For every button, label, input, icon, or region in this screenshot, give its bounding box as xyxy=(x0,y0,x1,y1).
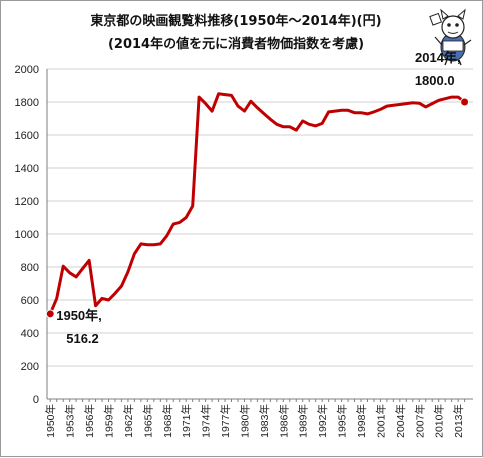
x-tick-label: 1956年 xyxy=(83,404,96,438)
callout-value-label: 516.2 xyxy=(66,331,99,346)
x-tick-label: 1959年 xyxy=(103,404,116,438)
series-layer xyxy=(48,92,467,316)
x-axis: 1950年 1953年 1956年 1959年 1962年 1965年 1968年 1971年… xyxy=(44,398,473,438)
chart-title: 東京都の映画観覧料推移(1950年～2014年)(円) xyxy=(90,13,381,29)
x-tick-label: 1992年 xyxy=(316,404,329,438)
x-tick-label: 1950年 xyxy=(44,404,57,438)
y-tick-label: 1000 xyxy=(15,229,39,241)
x-tick-label: 2001年 xyxy=(374,404,387,438)
x-tick-label: 2007年 xyxy=(413,404,426,438)
x-tick-label: 1980年 xyxy=(238,404,251,438)
y-tick-label: 1200 xyxy=(15,196,39,208)
y-tick-label: 600 xyxy=(21,295,39,307)
callout-year-label: 1950年, xyxy=(56,308,102,323)
endpoint-marker xyxy=(45,309,55,319)
x-tick-label: 1983年 xyxy=(258,404,271,438)
chart-subtitle: (2014年の値を元に消費者物価指数を考慮) xyxy=(108,36,364,52)
endpoint-marker xyxy=(460,97,470,107)
callout-year-label: 2014年, xyxy=(415,50,461,65)
x-tick-label: 2010年 xyxy=(433,404,446,438)
x-tick-label: 1995年 xyxy=(336,404,349,438)
x-tick-label: 1953年 xyxy=(64,404,77,438)
x-tick-label: 1977年 xyxy=(219,404,232,438)
y-axis: 0 200 400 600 800 1000 1200 1400 1600 1800 2000 xyxy=(15,64,48,406)
y-tick-label: 1600 xyxy=(15,130,39,142)
x-tick-label: 1965年 xyxy=(141,404,154,438)
callout-value-label: 1800.0 xyxy=(415,73,455,88)
y-tick-label: 200 xyxy=(21,361,39,373)
x-tick-label: 2004年 xyxy=(394,404,407,438)
y-tick-label: 1400 xyxy=(15,163,39,175)
y-tick-label: 0 xyxy=(33,394,39,406)
y-tick-label: 400 xyxy=(21,328,39,340)
x-tick-label: 2013年 xyxy=(452,404,465,438)
y-tick-label: 2000 xyxy=(15,64,39,76)
x-tick-label: 1968年 xyxy=(161,404,174,438)
gridlines xyxy=(47,68,473,367)
x-tick-label: 1971年 xyxy=(180,404,193,438)
x-tick-label: 1962年 xyxy=(122,404,135,438)
x-tick-label: 1974年 xyxy=(200,404,213,438)
series-line xyxy=(48,92,467,316)
x-tick-label: 1998年 xyxy=(355,404,368,438)
x-tick-label: 1989年 xyxy=(297,404,310,438)
y-tick-label: 800 xyxy=(21,262,39,274)
annotations: 1950年, 516.2 2014年, 1800.0 xyxy=(45,50,470,346)
y-tick-label: 1800 xyxy=(15,97,39,109)
x-tick-label: 1986年 xyxy=(277,404,290,438)
mascot-illustration xyxy=(429,8,472,66)
